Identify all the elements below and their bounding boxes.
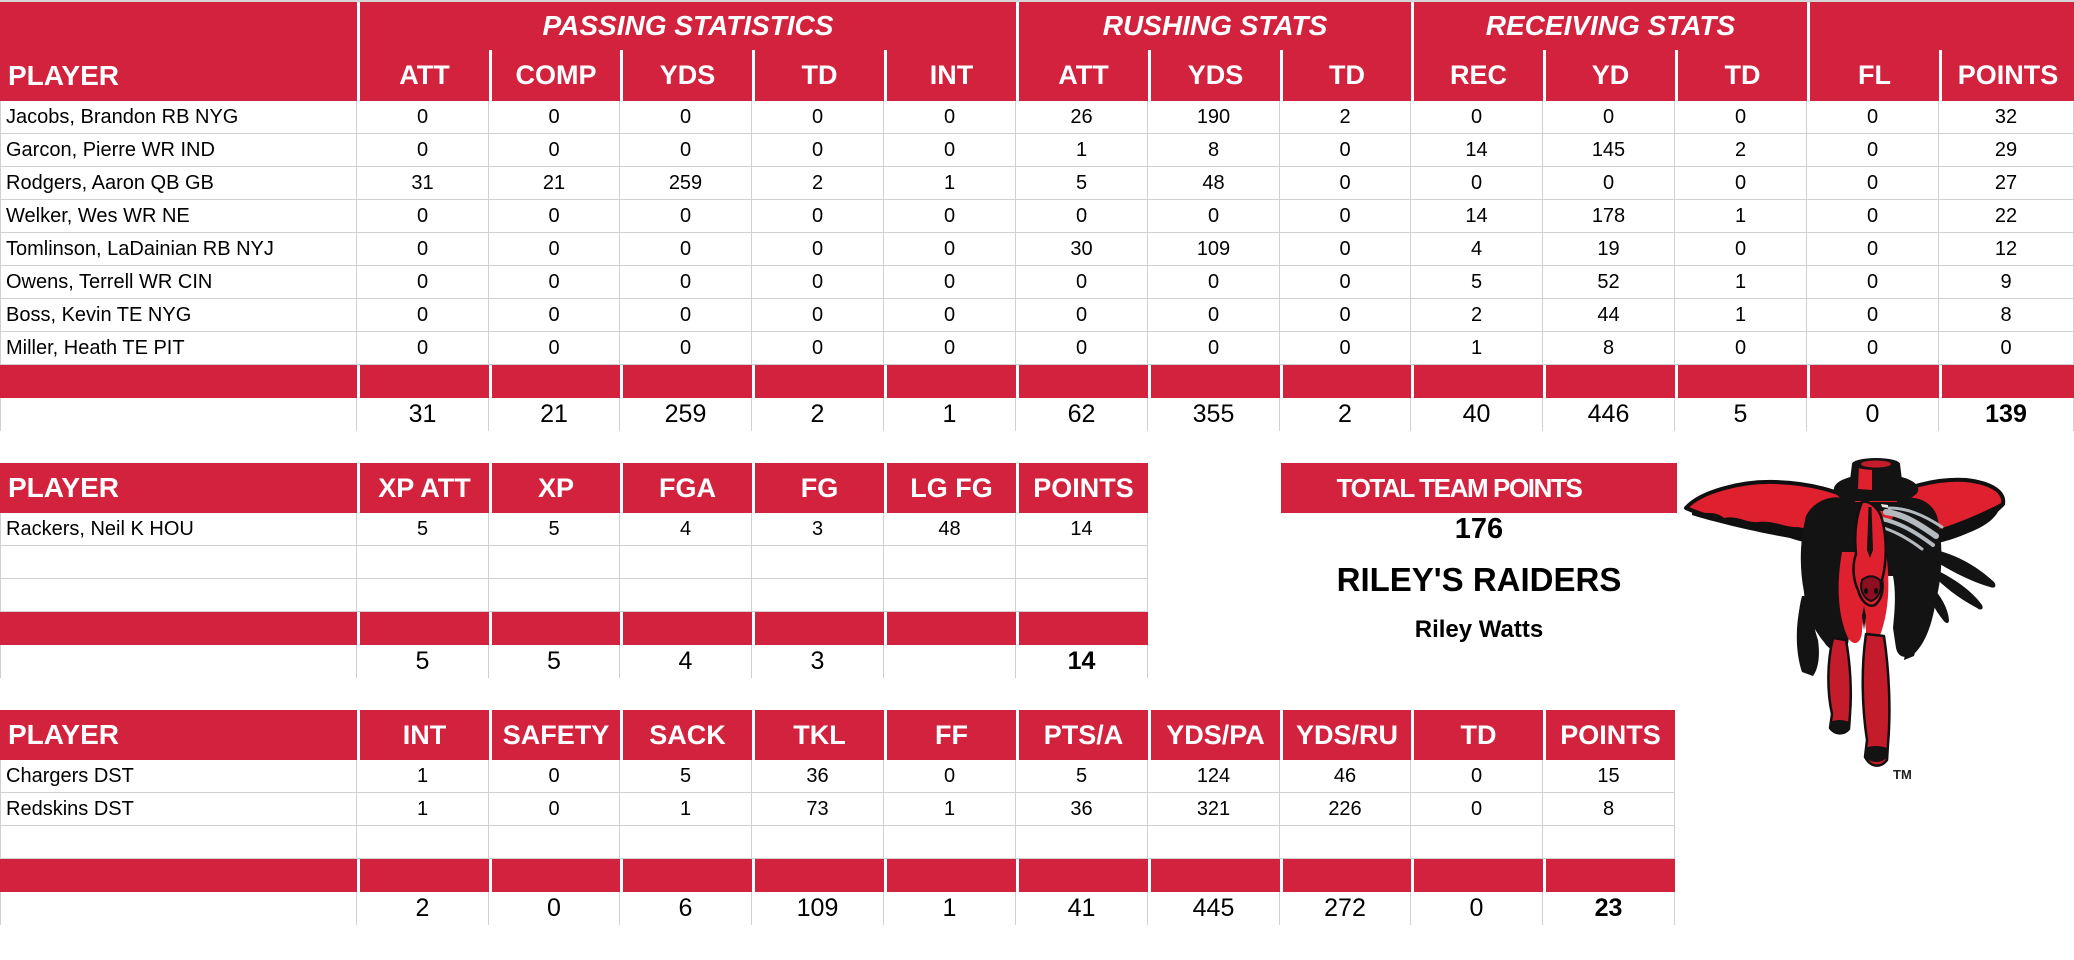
svg-text:TM: TM <box>1893 767 1912 782</box>
